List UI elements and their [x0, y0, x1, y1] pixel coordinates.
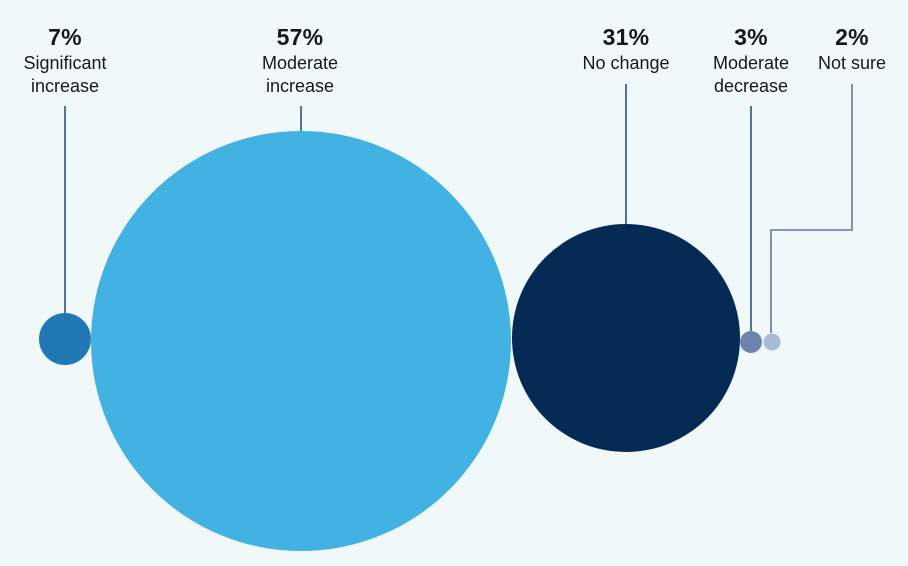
- bubble-pct-value: 7%: [48, 24, 82, 50]
- bubble-pct-value: 57%: [276, 24, 324, 50]
- bubble-moderate-increase: [91, 131, 511, 551]
- bubble-category-label: Moderate decrease: [712, 53, 790, 96]
- bubble-pct-value: 2%: [835, 24, 869, 50]
- bubble-label-moderate-increase: 57% Moderate increase: [262, 24, 338, 98]
- bubble-pct-value: 3%: [734, 24, 768, 50]
- bubble-label-significant-increase: 7% Significant increase: [23, 24, 106, 98]
- bubble-label-no-change: 31% No change: [582, 24, 669, 75]
- bubble-no-change: [512, 224, 740, 452]
- bubble-category-label: Moderate increase: [261, 53, 339, 96]
- bubble-category-label: Not sure: [817, 53, 887, 73]
- bubble-pct-value: 31%: [602, 24, 650, 50]
- bubble-moderate-decrease: [740, 331, 762, 353]
- bubble-label-moderate-decrease: 3% Moderate decrease: [713, 24, 789, 98]
- connector-line-not-sure: [770, 84, 853, 333]
- bubble-category-label: Significant increase: [23, 53, 107, 96]
- bubble-significant-increase: [39, 313, 91, 365]
- bubble-not-sure: [763, 333, 781, 351]
- bubble-label-not-sure: 2% Not sure: [818, 24, 886, 75]
- bubble-category-label: No change: [582, 53, 670, 73]
